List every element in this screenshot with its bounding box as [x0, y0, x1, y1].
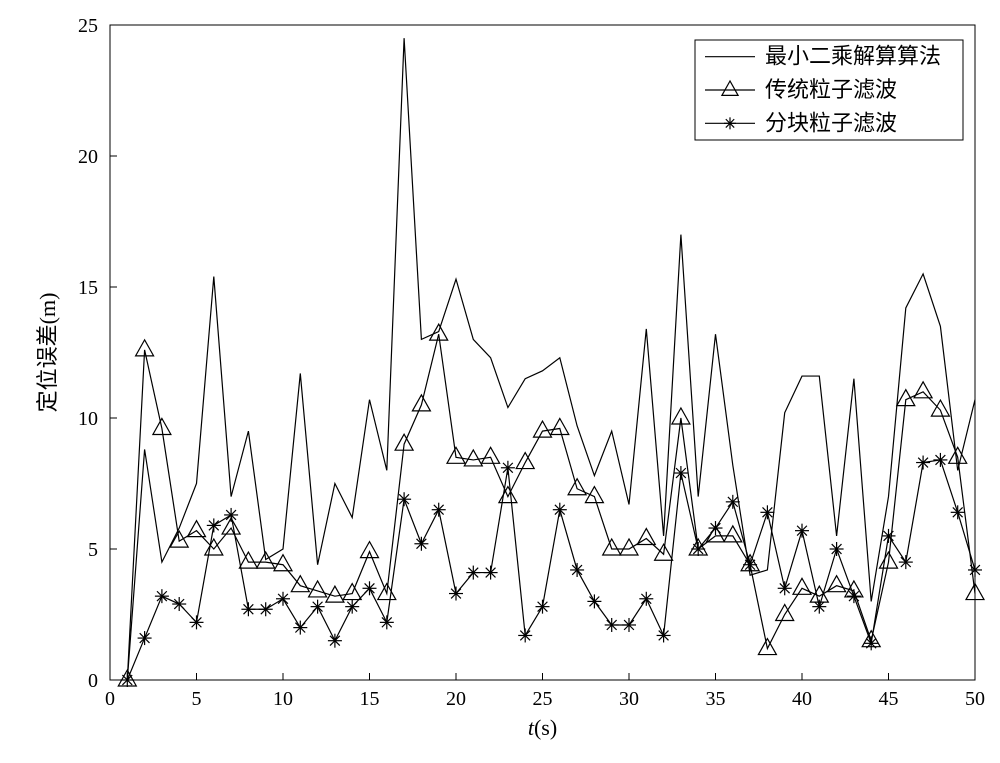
marker-star	[795, 524, 809, 538]
marker-star	[414, 537, 428, 551]
series-bpf	[127, 460, 975, 680]
x-tick-label: 35	[706, 688, 726, 710]
marker-triangle	[585, 487, 603, 503]
marker-star	[432, 503, 446, 517]
marker-star	[951, 505, 965, 519]
marker-star	[553, 503, 567, 517]
x-tick-label: 15	[360, 688, 380, 710]
marker-triangle	[274, 555, 292, 571]
y-tick-label: 20	[78, 146, 98, 168]
x-axis-title: t(s)	[528, 715, 557, 740]
marker-star	[657, 628, 671, 642]
marker-star	[241, 602, 255, 616]
x-tick-label: 30	[619, 688, 639, 710]
chart-container: 0 5 10 15 20 25 30 35 40 45 50 0 5 10 15 20 25 t(s) 定位误差(m…	[0, 0, 1000, 763]
marker-star	[466, 566, 480, 580]
marker-star	[328, 634, 342, 648]
x-tick-label: 25	[533, 688, 553, 710]
legend-marker-star	[724, 117, 736, 129]
marker-star	[674, 466, 688, 480]
marker-star	[605, 618, 619, 632]
marker-star	[345, 600, 359, 614]
marker-triangle	[551, 418, 569, 434]
marker-star	[968, 563, 982, 577]
y-tick-label: 25	[78, 15, 98, 37]
x-tick-label: 45	[879, 688, 899, 710]
x-tick-label: 20	[446, 688, 466, 710]
marker-star	[484, 566, 498, 580]
marker-star	[847, 589, 861, 603]
legend-label: 分块粒子滤波	[765, 110, 897, 135]
marker-star	[518, 628, 532, 642]
marker-triangle	[793, 578, 811, 594]
marker-star	[293, 621, 307, 635]
marker-star	[311, 600, 325, 614]
marker-triangle	[534, 421, 552, 437]
y-axis-title: 定位误差(m)	[35, 293, 60, 413]
marker-star	[778, 581, 792, 595]
legend-label: 传统粒子滤波	[765, 77, 897, 102]
y-tick-label: 0	[88, 670, 98, 692]
marker-star	[830, 542, 844, 556]
x-tick-label: 10	[273, 688, 293, 710]
marker-star	[570, 563, 584, 577]
marker-star	[726, 495, 740, 509]
marker-star	[138, 631, 152, 645]
marker-triangle	[776, 605, 794, 621]
y-tick-label: 5	[88, 539, 98, 561]
marker-triangle	[620, 539, 638, 555]
marker-star	[397, 492, 411, 506]
y-tick-label: 15	[78, 277, 98, 299]
marker-star	[155, 589, 169, 603]
marker-triangle	[931, 400, 949, 416]
x-tick-label: 5	[192, 688, 202, 710]
marker-star	[882, 529, 896, 543]
x-tick-label: 40	[792, 688, 812, 710]
marker-triangle	[914, 382, 932, 398]
marker-star	[207, 518, 221, 532]
marker-triangle	[464, 450, 482, 466]
marker-triangle	[239, 552, 257, 568]
marker-triangle	[603, 539, 621, 555]
marker-star	[691, 542, 705, 556]
marker-star	[363, 581, 377, 595]
marker-triangle	[724, 526, 742, 542]
marker-star	[760, 505, 774, 519]
marker-star	[933, 453, 947, 467]
marker-star	[501, 461, 515, 475]
marker-star	[120, 673, 134, 687]
marker-star	[449, 587, 463, 601]
marker-star	[276, 592, 290, 606]
marker-star	[380, 615, 394, 629]
marker-star	[916, 456, 930, 470]
y-tick-label: 10	[78, 408, 98, 430]
marker-star	[622, 618, 636, 632]
x-tick-label: 0	[105, 688, 115, 710]
marker-star	[224, 508, 238, 522]
line-chart: 0 5 10 15 20 25 30 35 40 45 50 0 5 10 15 20 25 t(s) 定位误差(m…	[0, 0, 1000, 763]
marker-star	[587, 594, 601, 608]
marker-triangle	[343, 584, 361, 600]
marker-triangle	[516, 453, 534, 469]
marker-triangle	[499, 487, 517, 503]
marker-triangle	[361, 542, 379, 558]
series-pf	[127, 334, 975, 680]
marker-star	[259, 602, 273, 616]
marker-star	[899, 555, 913, 569]
marker-star	[709, 521, 723, 535]
legend-label: 最小二乘解算算法	[765, 44, 941, 69]
x-tick-label: 50	[965, 688, 985, 710]
legend-marker-triangle	[722, 81, 738, 95]
marker-triangle	[482, 447, 500, 463]
marker-star	[639, 592, 653, 606]
marker-star	[743, 558, 757, 572]
marker-star	[536, 600, 550, 614]
